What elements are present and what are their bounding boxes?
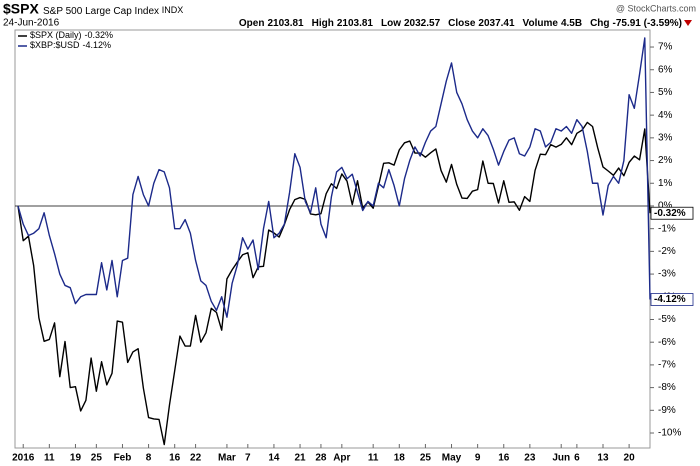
stat-value: 2037.41: [478, 18, 515, 29]
x-tick-label: 13: [597, 453, 609, 464]
legend-label: $SPX (Daily) -0.32%: [30, 30, 113, 40]
y-tick-label: -8%: [658, 382, 676, 393]
x-tick-label: Apr: [333, 453, 350, 464]
x-tick-label: 2016: [12, 453, 35, 464]
y-tick-label: -1%: [658, 223, 676, 234]
legend-name: $XBP:$USD: [30, 40, 80, 50]
symbol: $SPX: [3, 1, 39, 17]
x-tick-label: 19: [70, 453, 82, 464]
x-tick-label: 8: [146, 453, 152, 464]
legend-value: -0.32%: [85, 30, 114, 40]
stat-label: Chg: [590, 18, 609, 29]
x-tick-label: Feb: [114, 453, 132, 464]
stat-label: High: [312, 18, 334, 29]
legend: $SPX (Daily) -0.32%$XBP:$USD -4.12%: [18, 30, 113, 50]
x-tick-label: 23: [524, 453, 536, 464]
x-tick-label: 16: [498, 453, 510, 464]
stat-value: 2103.81: [267, 18, 304, 29]
x-tick-label: 9: [475, 453, 481, 464]
y-tick-label: -6%: [658, 337, 676, 348]
x-tick-label: 11: [368, 453, 379, 464]
x-tick-label: 11: [44, 453, 55, 464]
series-line: [17, 37, 651, 318]
x-tick-label: 16: [169, 453, 181, 464]
stat-label: Close: [448, 18, 476, 29]
y-tick-label: 4%: [658, 110, 673, 121]
y-tick-label: -10%: [658, 428, 681, 439]
legend-name: $SPX (Daily): [30, 30, 82, 40]
last-value-label: -0.32%: [654, 208, 686, 219]
x-tick-label: 25: [91, 453, 103, 464]
x-tick-label: 22: [190, 453, 202, 464]
index-name: S&P 500 Large Cap Index INDX: [43, 5, 183, 16]
stat-value: -75.91 (-3.59%): [613, 18, 682, 29]
last-value-box: [650, 206, 694, 220]
watermark: @ StockCharts.com: [616, 3, 696, 13]
x-tick-label: 14: [268, 453, 280, 464]
x-tick-label: 20: [624, 453, 636, 464]
y-tick-label: 0%: [658, 201, 673, 212]
y-tick-label: 6%: [658, 64, 673, 75]
stat-label: Volume: [523, 18, 559, 29]
last-value-box: [650, 293, 694, 306]
stat-value: 2103.81: [337, 18, 374, 29]
y-tick-label: 2%: [658, 155, 673, 166]
y-tick-label: 7%: [658, 42, 673, 53]
y-tick-label: 1%: [658, 178, 673, 189]
subtitle: S&P 500 Large Cap Index: [43, 6, 159, 17]
x-tick-label: May: [442, 453, 462, 464]
y-tick-label: 5%: [658, 87, 673, 98]
y-tick-label: -3%: [658, 269, 676, 280]
x-tick-label: 28: [315, 453, 327, 464]
last-value-label: -4.12%: [654, 294, 686, 305]
legend-value: -4.12%: [83, 40, 112, 50]
y-tick-label: -7%: [658, 360, 676, 371]
plot-frame: [14, 29, 651, 449]
x-tick-label: 7: [245, 453, 251, 464]
exchange: INDX: [162, 5, 184, 15]
date: 24-Jun-2016: [3, 18, 60, 29]
y-tick-label: -5%: [658, 314, 676, 325]
x-tick-label: 6: [574, 453, 580, 464]
x-tick-label: 25: [420, 453, 432, 464]
stat-label: Low: [381, 18, 401, 29]
x-tick-label: Mar: [218, 453, 236, 464]
y-tick-label: -2%: [658, 246, 676, 257]
stats: Open 2103.81 High 2103.81 Low 2032.57 Close 203…: [239, 18, 682, 29]
legend-label: $XBP:$USD -4.12%: [30, 40, 111, 50]
x-tick-label: Jun: [552, 453, 570, 464]
x-tick-label: 18: [394, 453, 406, 464]
x-tick-label: 21: [294, 453, 306, 464]
y-tick-label: -9%: [658, 405, 676, 416]
stat-value: 4.5B: [561, 18, 582, 29]
stat-label: Open: [239, 18, 265, 29]
y-tick-label: 3%: [658, 132, 673, 143]
down-arrow: [684, 20, 692, 26]
stat-value: 2032.57: [404, 18, 441, 29]
